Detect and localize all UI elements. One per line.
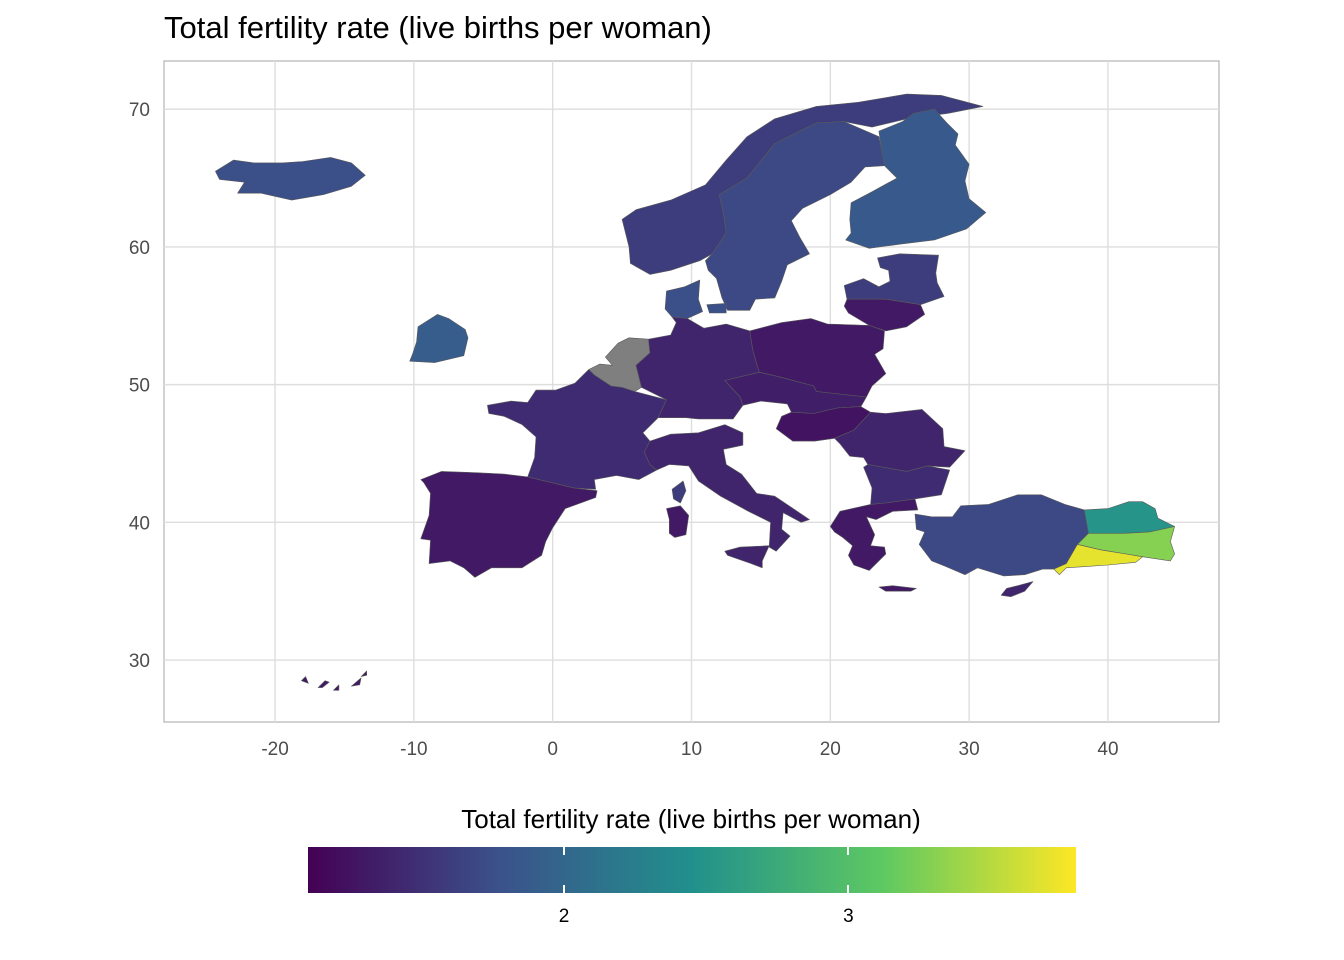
region-canary-islands: [301, 670, 367, 691]
map-regions: [215, 93, 1175, 691]
y-tick-label: 50: [129, 376, 150, 397]
region-hungary: [775, 406, 871, 442]
y-axis-ticks: 30 40 50 60 70: [129, 100, 150, 672]
x-tick-label: 30: [959, 739, 980, 760]
region-corsica: [671, 480, 687, 504]
region-cyprus: [1000, 581, 1034, 597]
region-sweden: [705, 121, 885, 311]
x-axis-ticks: -20 -10 0 10 20 30 40: [261, 739, 1118, 760]
x-tick-label: -10: [400, 739, 427, 760]
y-tick-label: 40: [129, 513, 150, 534]
region-greece: [830, 498, 919, 592]
legend-tick-bottom: [563, 885, 565, 893]
y-tick-label: 30: [129, 651, 150, 672]
region-iceland: [215, 157, 366, 201]
grid-lines: [164, 61, 1219, 722]
legend-tick-top: [847, 847, 850, 855]
region-sardinia: [666, 505, 689, 538]
y-tick-label: 70: [129, 100, 150, 121]
chart-title: Total fertility rate (live births per wo…: [164, 10, 712, 45]
legend-tick-top: [563, 847, 565, 855]
legend-break-label: 2: [558, 906, 570, 927]
region-ireland: [409, 314, 469, 363]
region-poland: [749, 318, 887, 398]
x-tick-label: 10: [681, 739, 702, 760]
region-southeastern-turkey: [1053, 544, 1143, 575]
region-sicily: [724, 545, 770, 569]
region-finland: [845, 108, 987, 249]
legend-colorbar: [308, 847, 1076, 893]
region-baltics: [843, 253, 945, 305]
legend-tick-bottom: [847, 885, 850, 893]
legend-title: Total fertility rate (live births per wo…: [461, 804, 921, 834]
region-iberia: [420, 471, 598, 578]
x-tick-label: 20: [820, 739, 841, 760]
region-romania: [834, 409, 966, 472]
region-lithuania: [843, 298, 925, 332]
y-tick-label: 60: [129, 238, 150, 259]
map-plot: -20 -10 0 10 20 30 40 30 40 50 60 70: [129, 60, 1220, 760]
region-bulgaria: [863, 464, 950, 505]
x-tick-label: 0: [547, 739, 558, 760]
region-italy: [644, 424, 810, 552]
x-tick-label: 40: [1097, 739, 1118, 760]
legend-break-label: 3: [843, 906, 854, 927]
x-tick-label: -20: [261, 739, 288, 760]
